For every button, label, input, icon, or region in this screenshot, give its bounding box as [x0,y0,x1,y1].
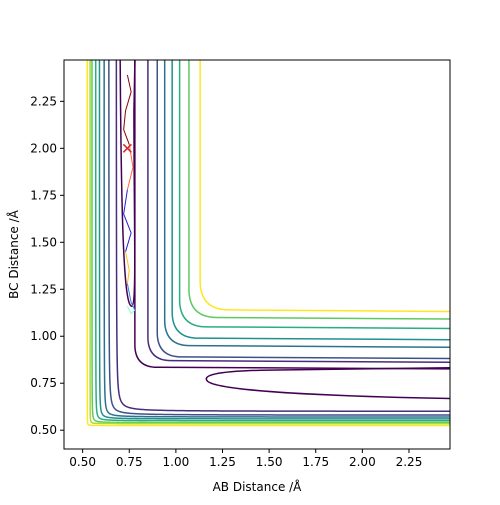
x-tick-label: 2.25 [396,455,423,469]
y-tick-label: 2.25 [30,94,57,108]
contour-outer-2 [147,60,450,364]
trajectory-segment-6 [126,305,136,315]
y-tick-label: 0.50 [30,423,57,437]
contour-inner-8 [89,60,450,425]
contour-outer-6 [178,60,450,330]
trajectory-segment-1 [123,74,132,145]
x-tick-label: 0.50 [69,455,96,469]
trajectory-segment-3 [123,189,132,252]
trajectory-segment-4 [125,251,130,284]
contour-outer-3 [156,60,450,360]
contour-inner-6 [94,60,450,422]
x-tick-label: 2.00 [349,455,376,469]
x-tick-label: 1.00 [163,455,190,469]
contour-inner-2 [115,60,450,413]
axes-frame [63,59,451,450]
y-axis-label: BC Distance /Å [6,209,21,299]
contour-inner-7 [91,60,450,424]
plot-area [63,59,451,450]
y-axis-ticks: 0.50 0.75 1.00 1.25 1.50 1.75 2.00 2.25 [30,94,64,437]
contour-outer-1 [134,60,450,370]
y-tick-label: 1.00 [30,329,57,343]
trajectory [122,74,136,315]
contour-inner-4 [103,60,450,418]
trajectory-segment-5 [126,283,136,311]
contour-well-vertical [119,60,136,307]
y-tick-label: 1.25 [30,282,57,296]
contour-outer-7 [188,60,450,320]
y-tick-label: 2.00 [30,141,57,155]
x-tick-label: 1.25 [209,455,236,469]
contour-inner-5 [98,60,450,420]
contour-well-horizontal [205,367,450,400]
contour-inner-3 [108,60,450,416]
x-tick-label: 1.75 [302,455,329,469]
contour-outer-4 [163,60,450,349]
x-axis-ticks: 0.50 0.75 1.00 1.25 1.50 1.75 2.00 2.25 [69,449,422,469]
x-axis-label: AB Distance /Å [213,479,303,494]
contour-inner-9 [86,60,450,427]
y-tick-label: 0.75 [30,376,57,390]
contour-outer-5 [171,60,450,341]
contour-outer-8 [199,60,450,313]
x-tick-label: 0.75 [116,455,143,469]
y-tick-label: 1.50 [30,235,57,249]
trajectory-start-marker [122,143,132,153]
x-tick-label: 1.50 [256,455,283,469]
y-tick-label: 1.75 [30,188,57,202]
contour-lines [86,60,450,427]
